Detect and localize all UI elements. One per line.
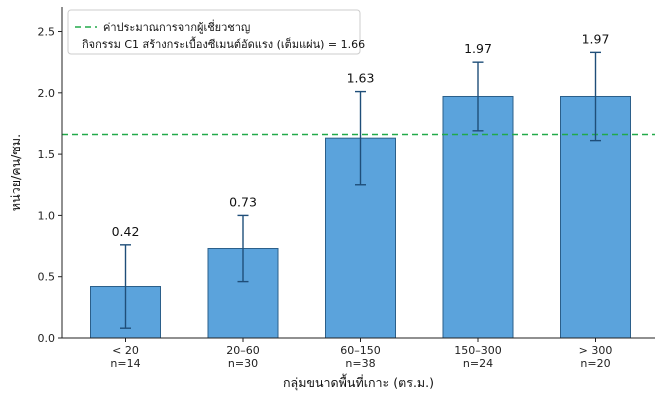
value-label-0: 0.42 xyxy=(112,224,140,239)
legend-label-line2: กิจกรรม C1 สร้างกระเบื้องซีเมนต์อัดแรง (… xyxy=(82,36,365,51)
x-sample-size-2: n=38 xyxy=(345,357,375,370)
x-sample-size-0: n=14 xyxy=(110,357,140,370)
legend-label-line1: ค่าประมาณการจากผู้เชี่ยวชาญ xyxy=(103,19,250,34)
x-axis-title: กลุ่มขนาดพื้นที่เกาะ (ตร.ม.) xyxy=(283,373,434,391)
value-label-2: 1.63 xyxy=(347,71,375,86)
x-sample-size-4: n=20 xyxy=(580,357,610,370)
error-bars-layer xyxy=(120,51,601,329)
x-tick-label-2: 60–150 xyxy=(340,344,381,357)
y-tick-label-5: 2.5 xyxy=(38,26,56,39)
x-tick-label-3: 150–300 xyxy=(454,344,502,357)
y-tick-label-1: 0.5 xyxy=(38,271,56,284)
legend-box xyxy=(67,9,361,55)
bar-3 xyxy=(442,95,514,339)
axes-layer: 0.0 0.5 1.0 1.5 2.0 2.5 < 20n=14 20–60n=30 60–15… xyxy=(38,7,655,370)
y-tick-label-4: 2.0 xyxy=(38,87,56,100)
value-label-4: 1.97 xyxy=(582,31,610,46)
x-sample-size-3: n=24 xyxy=(463,357,493,370)
value-label-1: 0.73 xyxy=(229,194,257,209)
y-tick-label-2: 1.0 xyxy=(38,209,56,222)
x-sample-size-1: n=30 xyxy=(228,357,258,370)
x-tick-label-0: < 20 xyxy=(112,344,139,357)
x-tick-label-1: 20–60 xyxy=(226,344,260,357)
value-label-3: 1.97 xyxy=(464,41,492,56)
labels-layer: 0.42 0.73 1.63 1.97 1.97 กลุ่มขนาดพื้นที่เกาะ… xyxy=(8,31,609,391)
y-axis-title: หน่วย/คน/ซม. xyxy=(8,134,23,211)
x-tick-label-4: > 300 xyxy=(579,344,613,357)
y-tick-label-0: 0.0 xyxy=(38,332,56,345)
y-tick-label-3: 1.5 xyxy=(38,148,56,161)
